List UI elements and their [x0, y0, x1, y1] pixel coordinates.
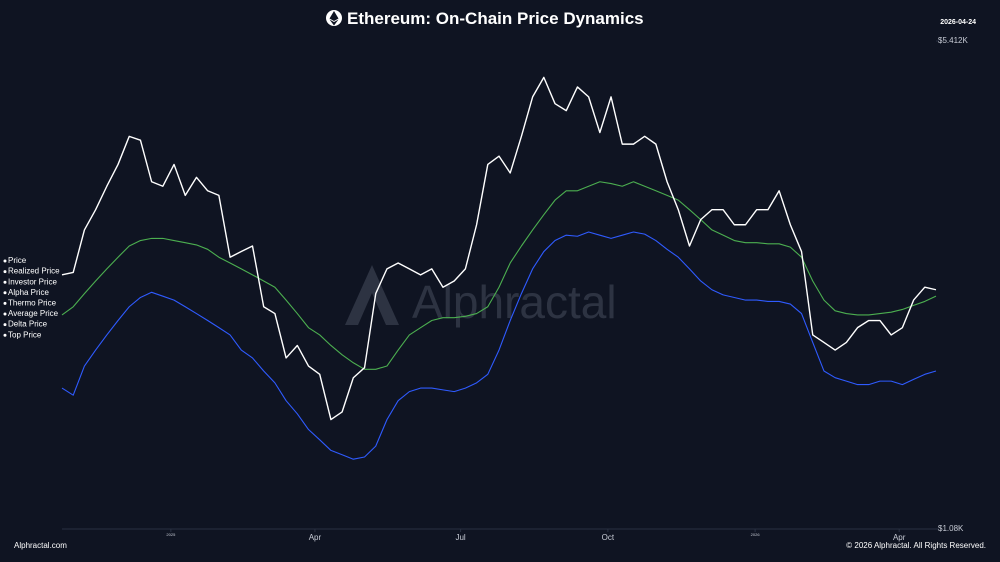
series-line: [61, 76, 937, 421]
series-line: [61, 231, 937, 460]
x-tick-label: 2025: [166, 532, 176, 537]
x-tick-label: Apr: [309, 533, 322, 542]
watermark-text: Alphractal: [412, 276, 617, 328]
legend-label: Average Price: [8, 309, 59, 318]
legend-marker: [3, 291, 7, 295]
watermark: Alphractal: [345, 265, 617, 328]
legend-marker: [3, 270, 7, 274]
legend-label: Price: [8, 256, 27, 265]
footer-right: © 2026 Alphractal. All Rights Reserved.: [846, 541, 986, 550]
date-label: 2026-04-24: [940, 19, 976, 26]
series-line: [61, 181, 937, 370]
y-tick-label: $5.412K: [938, 36, 968, 45]
legend-label: Investor Price: [8, 277, 57, 286]
legend-label: Thermo Price: [8, 299, 57, 308]
legend-label: Alpha Price: [8, 288, 49, 297]
legend-marker: [3, 312, 7, 316]
y-tick-label: $1.08K: [938, 524, 964, 533]
legend-marker: [3, 323, 7, 327]
x-tick-label: Apr: [893, 533, 906, 542]
x-tick-label: Oct: [602, 533, 615, 542]
legend-marker: [3, 280, 7, 284]
x-tick-label: Jul: [455, 533, 465, 542]
chart-title: Ethereum: On-Chain Price Dynamics: [347, 9, 644, 28]
x-tick-label: 2026: [751, 532, 761, 537]
legend-label: Top Price: [8, 330, 42, 339]
legend-marker: [3, 333, 7, 337]
legend-marker: [3, 259, 7, 263]
title-icon: [326, 10, 342, 26]
legend-label: Realized Price: [8, 267, 60, 276]
footer-left: Alphractal.com: [14, 541, 67, 550]
legend-label: Delta Price: [8, 320, 48, 329]
legend-marker: [3, 301, 7, 305]
